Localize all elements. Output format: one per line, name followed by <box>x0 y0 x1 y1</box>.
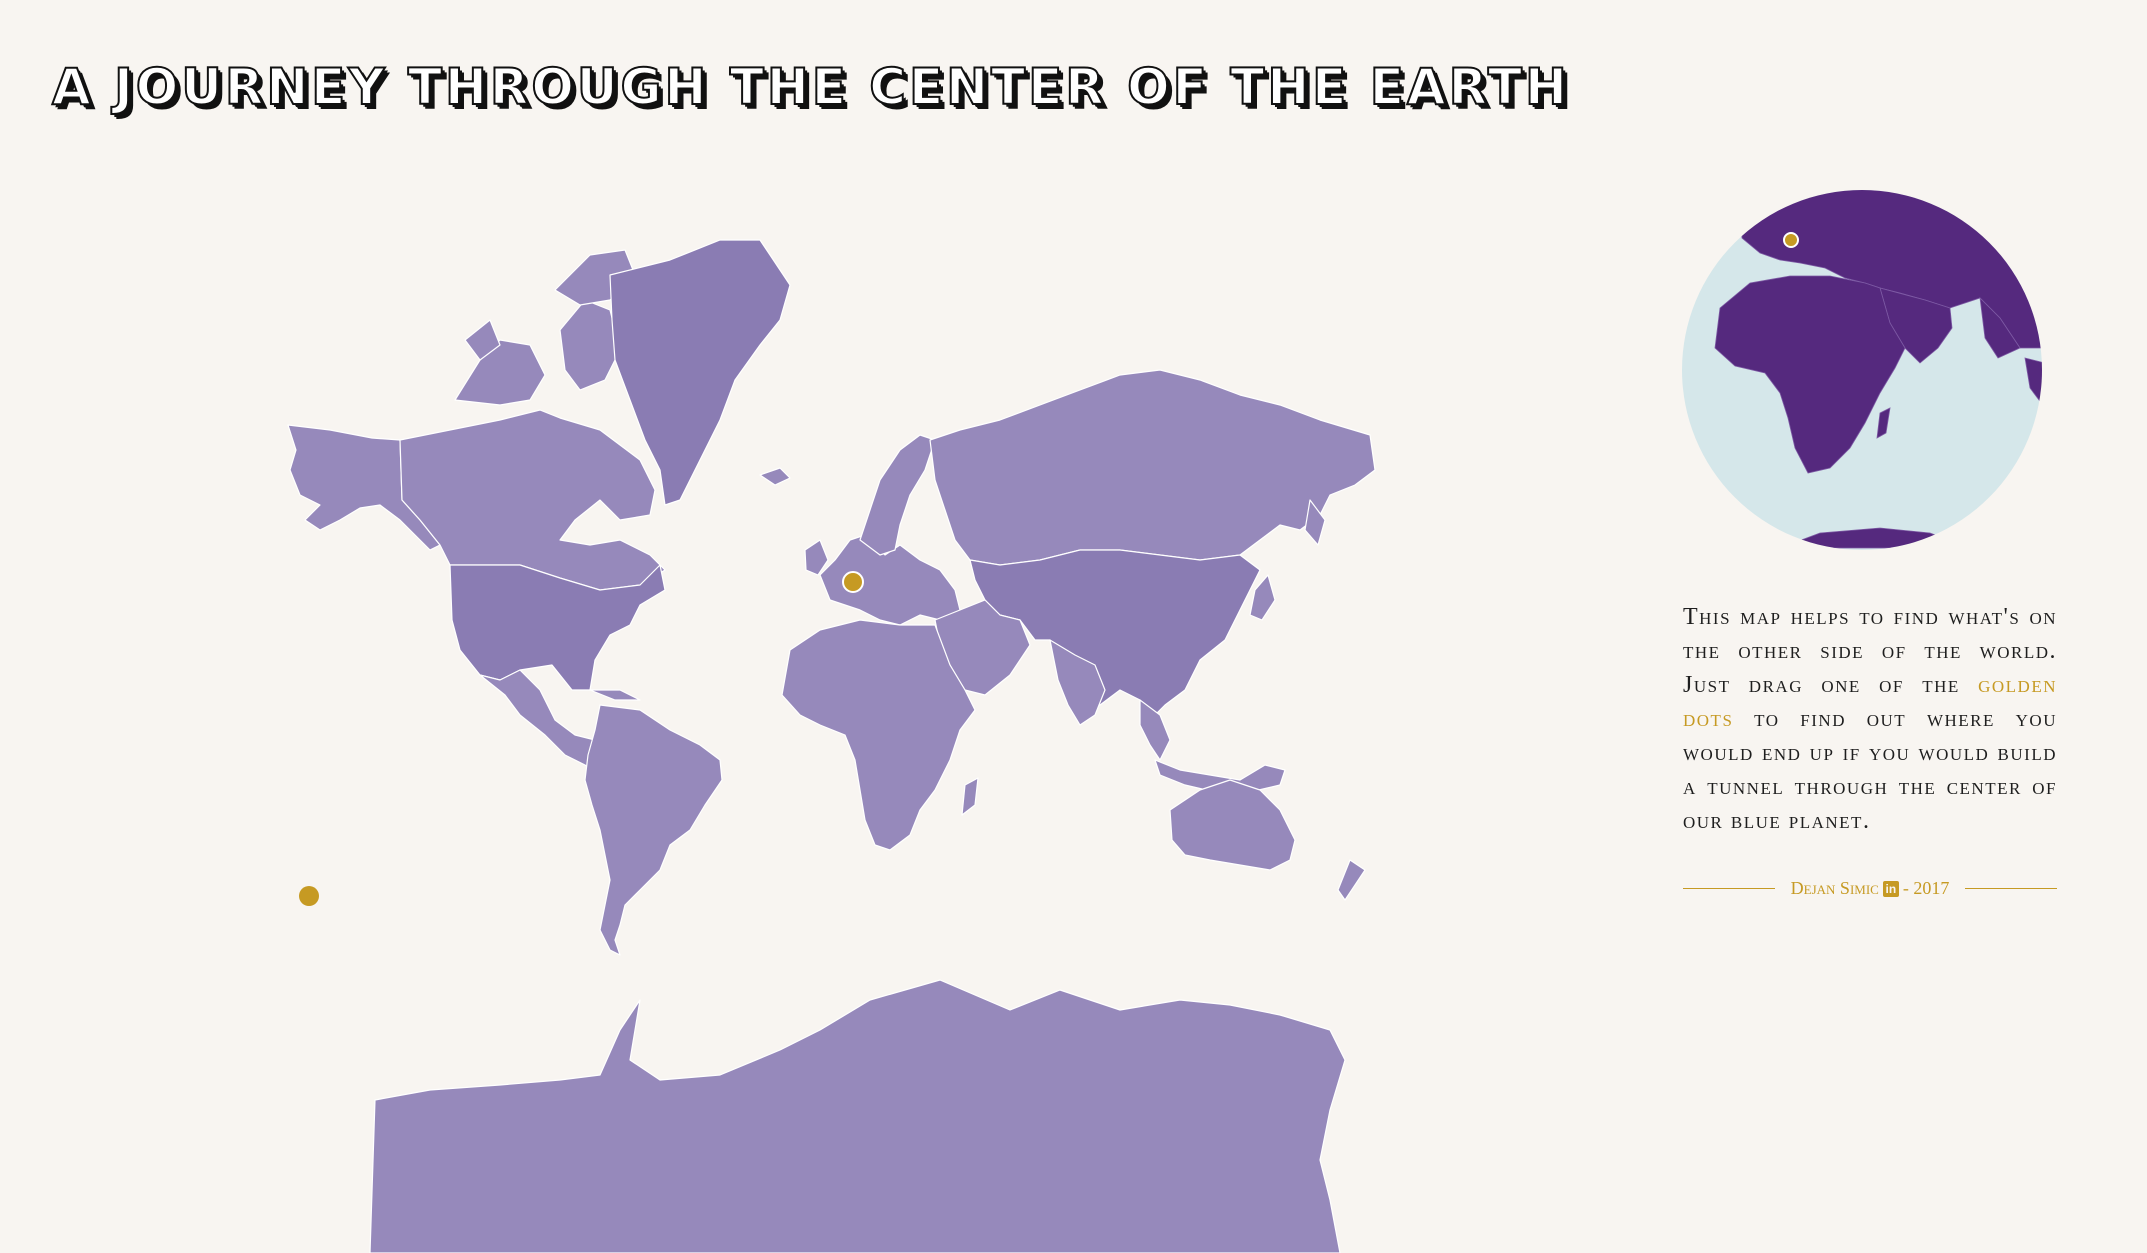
credit-center: Dejan Simic in - 2017 <box>1791 878 1950 899</box>
credit-divider-left <box>1683 888 1775 889</box>
uk-region <box>804 539 829 576</box>
arctic-islands-west <box>464 319 501 361</box>
credit-author-link[interactable]: Dejan Simic <box>1790 878 1879 898</box>
russia-region <box>929 369 1376 566</box>
canada-region <box>399 409 666 591</box>
description: This map helps to find what's on the oth… <box>1683 600 2057 838</box>
credit-year: - 2017 <box>1902 878 1950 898</box>
cuba <box>589 689 641 701</box>
credit: Dejan Simic in - 2017 <box>1683 878 2057 899</box>
description-text-after: to find out where you would end up if yo… <box>1683 706 2057 834</box>
globe-southeast <box>2024 357 2042 410</box>
page-title: A Journey Through the Center of the Eart… <box>51 57 1570 117</box>
scandinavia-region <box>859 434 936 556</box>
globe[interactable] <box>1680 188 2045 553</box>
globe-africa <box>1714 275 1906 474</box>
globe-marker[interactable] <box>1783 232 1799 248</box>
drag-handle-origin[interactable] <box>842 571 864 593</box>
drag-handle-antipode[interactable] <box>299 886 319 906</box>
description-text-before: This map helps to find what's on the oth… <box>1683 604 2057 698</box>
kamchatka <box>1304 499 1326 546</box>
baffin-island <box>559 299 621 391</box>
globe-india <box>1979 296 2021 359</box>
iceland <box>759 467 791 486</box>
indonesia-region <box>1154 759 1286 793</box>
antarctica-region <box>369 979 1346 1253</box>
greenland-region <box>609 239 791 506</box>
india-region <box>1049 639 1106 726</box>
description-highlight: golden dots <box>1683 672 2057 732</box>
linkedin-icon[interactable]: in <box>1882 880 1899 897</box>
new-zealand <box>1337 859 1366 901</box>
africa-region <box>781 619 976 851</box>
australia-region <box>1169 779 1296 871</box>
credit-divider-right <box>1965 888 2057 889</box>
globe-madagascar <box>1876 407 1891 439</box>
asia-region <box>969 549 1261 721</box>
south-america-region <box>584 704 723 956</box>
madagascar <box>961 777 979 816</box>
arctic-islands <box>454 339 546 406</box>
japan <box>1249 574 1276 621</box>
southeast-asia-region <box>1139 699 1171 761</box>
